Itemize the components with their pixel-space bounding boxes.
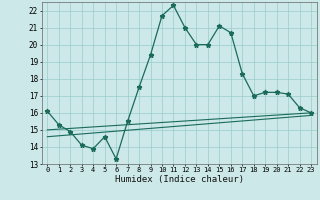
X-axis label: Humidex (Indice chaleur): Humidex (Indice chaleur) <box>115 175 244 184</box>
